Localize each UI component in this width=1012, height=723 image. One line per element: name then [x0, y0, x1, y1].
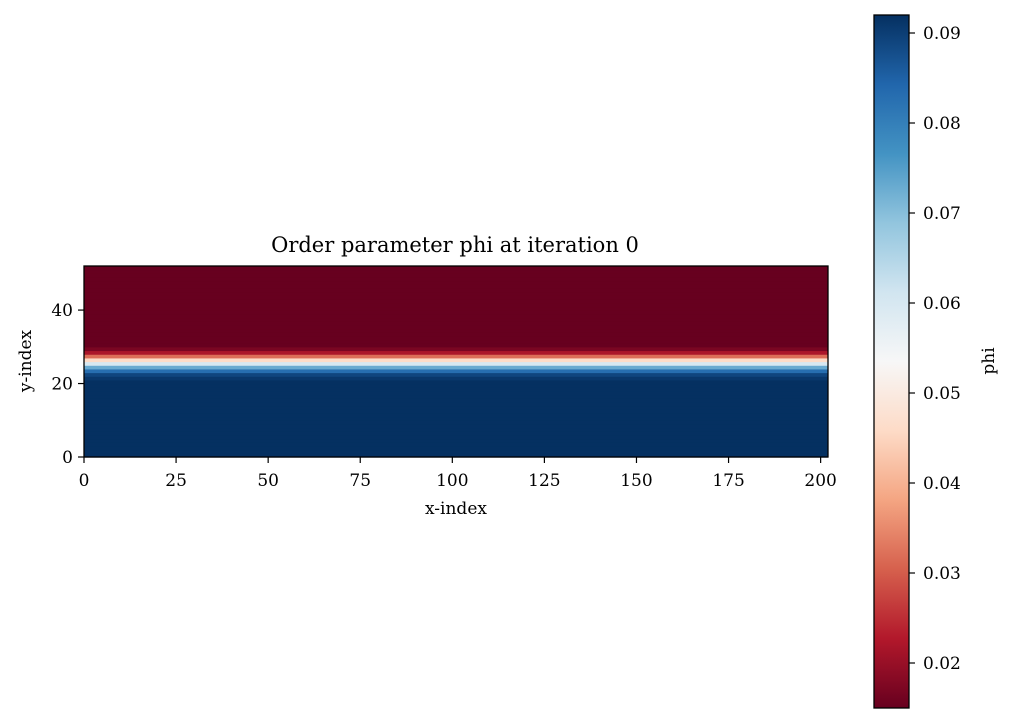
x-tick-label: 125 [528, 471, 560, 491]
heatmap-row [84, 266, 828, 271]
x-tick-label: 175 [712, 471, 744, 491]
heatmap-row [84, 379, 828, 385]
heatmap-row [84, 405, 828, 410]
heatmap-row [84, 368, 828, 374]
heatmap-row [84, 401, 828, 407]
y-tick-label: 0 [62, 448, 73, 468]
chart-title: Order parameter phi at iteration 0 [271, 233, 639, 257]
heatmap-row [84, 442, 828, 447]
colorbar-tick-label: 0.02 [923, 654, 961, 674]
heatmap-row [84, 332, 828, 337]
colorbar-tick-label: 0.05 [923, 384, 961, 404]
heatmap-row [84, 306, 828, 311]
heatmap-row [84, 280, 828, 285]
heatmap-area [84, 266, 828, 458]
heatmap-row [84, 434, 828, 440]
heatmap-row [84, 376, 828, 381]
heatmap-row [84, 365, 828, 370]
y-axis: 0 20 40 [51, 301, 84, 468]
heatmap-row [84, 412, 828, 418]
heatmap-row [84, 445, 828, 451]
x-tick-label: 0 [79, 471, 90, 491]
heatmap-row [84, 357, 828, 363]
colorbar-tick-label: 0.07 [923, 204, 961, 224]
heatmap-row [84, 372, 828, 377]
heatmap-row [84, 423, 828, 429]
heatmap-row [84, 313, 828, 319]
heatmap-row [84, 453, 828, 458]
heatmap-row [84, 339, 828, 344]
y-tick-label: 20 [51, 375, 73, 395]
heatmap-row [84, 350, 828, 355]
x-tick-label: 25 [165, 471, 187, 491]
heatmap-row [84, 438, 828, 443]
y-tick-label: 40 [51, 301, 73, 321]
x-axis: 0 25 50 75 100 125 150 175 200 [79, 457, 837, 491]
heatmap-row [84, 361, 828, 366]
heatmap-row [84, 398, 828, 403]
x-tick-label: 75 [349, 471, 371, 491]
heatmap-row [84, 269, 828, 274]
heatmap-row [84, 409, 828, 414]
heatmap-row [84, 321, 828, 326]
colorbar-tick-label: 0.09 [923, 24, 961, 44]
heatmap-row [84, 277, 828, 282]
x-axis-label: x-index [425, 499, 487, 519]
heatmap-row [84, 291, 828, 296]
heatmap-row [84, 343, 828, 348]
heatmap-row [84, 383, 828, 388]
heatmap-row [84, 288, 828, 293]
colorbar-tick-label: 0.03 [923, 564, 961, 584]
x-tick-label: 50 [257, 471, 279, 491]
heatmap-row [84, 346, 828, 352]
heatmap-row [84, 324, 828, 330]
colorbar-tick-label: 0.04 [923, 474, 961, 494]
heatmap-row [84, 427, 828, 432]
heatmap-row [84, 302, 828, 308]
heatmap-row [84, 284, 828, 289]
heatmap-row [84, 328, 828, 333]
x-tick-label: 150 [620, 471, 652, 491]
heatmap-row [84, 295, 828, 300]
x-tick-label: 200 [804, 471, 836, 491]
heatmap-row [84, 449, 828, 454]
colorbar-axis: 0.02 0.03 0.04 0.05 0.06 0.07 0.08 0.09 [909, 24, 961, 674]
colorbar-tick-label: 0.08 [923, 114, 961, 134]
heatmap-row [84, 431, 828, 436]
colorbar-label: phi [979, 347, 999, 375]
colorbar-tick-label: 0.06 [923, 294, 961, 314]
plot-frame [83, 265, 829, 458]
x-tick-label: 100 [436, 471, 468, 491]
heatmap-row [84, 420, 828, 425]
heatmap-row [84, 317, 828, 322]
colorbar [873, 14, 910, 709]
heatmap-row [84, 273, 828, 278]
heatmap-row [84, 394, 828, 399]
heatmap-row [84, 387, 828, 392]
heatmap-row [84, 335, 828, 341]
y-axis-label: y-index [16, 329, 36, 393]
heatmap-row [84, 354, 828, 359]
heatmap-row [84, 416, 828, 421]
heatmap-row [84, 310, 828, 315]
heatmap-row [84, 390, 828, 396]
heatmap-row [84, 299, 828, 304]
